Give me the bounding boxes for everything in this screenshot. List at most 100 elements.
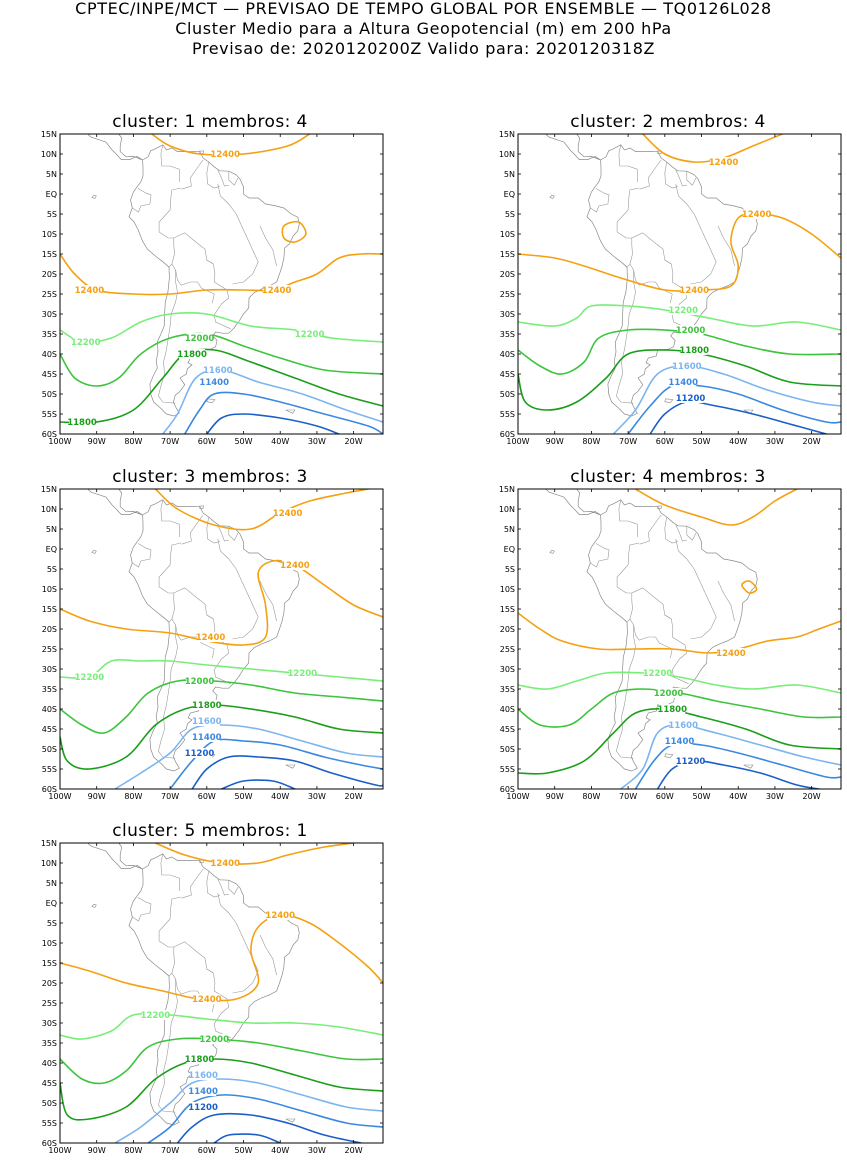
country-border <box>675 538 695 570</box>
country-border <box>618 499 638 537</box>
map-plot-cluster-1: 12400 12400 12400 12200 12200 12000 11800 11800… <box>41 130 384 446</box>
lat-tick-label: 55S <box>500 765 515 774</box>
contour-12200 <box>60 659 383 682</box>
contour-11400 <box>627 383 841 434</box>
map-panel-cluster-2: cluster: 2 membros: 4 12400 12400 12400 122… <box>478 112 847 462</box>
contour-label: 11400 <box>188 1087 218 1097</box>
contour-11600 <box>114 1078 383 1143</box>
contour-label-bg <box>197 632 224 642</box>
panel-title: cluster: 1 membros: 4 <box>112 112 308 132</box>
lat-tick-label: 5S <box>47 565 57 574</box>
contour-label-bg <box>193 732 220 742</box>
contour-label-bg <box>743 209 770 219</box>
contour-12400 <box>281 220 307 243</box>
country-border <box>217 524 229 542</box>
central-america-outline <box>80 843 143 870</box>
country-border <box>206 516 220 544</box>
contour-label: 12000 <box>185 334 215 344</box>
lat-tick-label: 10S <box>500 230 515 239</box>
contour-11600 <box>162 369 383 434</box>
lon-tick-label: 20W <box>803 792 821 801</box>
panel-title: cluster: 3 membros: 3 <box>112 467 308 487</box>
country-border <box>693 568 717 618</box>
lon-tick-label: 60W <box>656 437 674 446</box>
contour-label: 11800 <box>177 350 207 360</box>
country-border <box>232 616 259 640</box>
contour-label: 12400 <box>262 286 292 296</box>
lat-tick-label: 5S <box>505 210 515 219</box>
contour-12000 <box>60 332 383 387</box>
country-border <box>217 892 237 924</box>
lat-tick-label: 60S <box>42 785 57 794</box>
country-border <box>171 972 215 1013</box>
lat-tick-label: 10S <box>42 230 57 239</box>
contour-label-bg <box>190 1102 217 1112</box>
lon-tick-label: 100W <box>48 437 71 446</box>
contour-label-bg <box>677 756 704 766</box>
island-outline <box>91 194 97 199</box>
country-border <box>717 580 735 622</box>
contour-12400 <box>518 213 841 292</box>
contour-12200 <box>60 1012 383 1040</box>
lat-tick-label: EQ <box>46 190 57 199</box>
lon-tick-label: 30W <box>766 437 784 446</box>
lat-tick-label: 10N <box>41 505 57 514</box>
lon-tick-label: 90W <box>88 1146 106 1155</box>
lat-tick-label: 45S <box>500 370 515 379</box>
country-border <box>168 238 175 268</box>
lat-tick-label: 50S <box>42 745 57 754</box>
contour-label-bg <box>190 1070 217 1080</box>
contour-label-bg <box>190 1086 217 1096</box>
contour-label: 11800 <box>67 418 97 428</box>
country-border <box>132 897 152 922</box>
lat-tick-label: 15N <box>41 130 57 139</box>
contour-label: 12200 <box>643 669 673 679</box>
contour-11200 <box>649 400 828 434</box>
axes: 15N 10N 5N EQ 5S 10S 15S 20S 25S 30S 35S 40S 45S 50S 5… <box>499 485 841 801</box>
contour-label: 11400 <box>192 733 222 743</box>
contour-label: 12400 <box>265 911 295 921</box>
country-border <box>217 878 229 896</box>
contour-12400 <box>154 489 370 531</box>
contour-11600 <box>620 724 841 789</box>
south-america-outline <box>128 144 300 417</box>
contour-label-bg <box>212 149 239 159</box>
contour-label: 11600 <box>203 366 233 376</box>
country-border <box>639 159 662 190</box>
contour-label-bg <box>193 994 220 1004</box>
contour-labels: 12400 12200 12000 11800 11600 11400 11200 <box>643 648 746 767</box>
lat-tick-label: 60S <box>42 1139 57 1148</box>
central-america-outline <box>538 489 601 516</box>
contour-label-bg <box>681 345 708 355</box>
country-border <box>616 542 640 594</box>
lon-tick-label: 100W <box>48 1146 71 1155</box>
lat-tick-label: 30S <box>42 1019 57 1028</box>
lat-tick-label: 20S <box>500 270 515 279</box>
lat-tick-label: 5N <box>46 879 57 888</box>
lat-tick-label: 20S <box>42 270 57 279</box>
south-america-outline <box>128 853 300 1126</box>
lat-tick-label: 55S <box>42 410 57 419</box>
country-border <box>686 526 697 541</box>
lon-tick-label: 60W <box>198 1146 216 1155</box>
country-border <box>132 188 152 213</box>
country-border <box>590 543 610 568</box>
lon-tick-label: 30W <box>766 792 784 801</box>
contour-layer <box>518 134 841 434</box>
country-border <box>217 169 229 187</box>
contour-label: 12200 <box>71 338 101 348</box>
contour-12400 <box>518 612 841 654</box>
lon-tick-label: 40W <box>271 437 289 446</box>
island-outline <box>549 194 555 199</box>
country-border <box>168 947 175 977</box>
lon-tick-label: 30W <box>308 792 326 801</box>
lat-tick-label: 20S <box>42 979 57 988</box>
country-border <box>206 968 214 974</box>
panel-title: cluster: 5 membros: 1 <box>112 821 308 841</box>
country-border <box>228 171 239 186</box>
contour-label: 12400 <box>273 509 303 519</box>
country-border <box>664 614 672 620</box>
lat-tick-label: EQ <box>46 899 57 908</box>
island-outline <box>743 409 754 414</box>
axes: 15N 10N 5N EQ 5S 10S 15S 20S 25S 30S 35S 40S 45S 50S 5… <box>41 839 383 1155</box>
